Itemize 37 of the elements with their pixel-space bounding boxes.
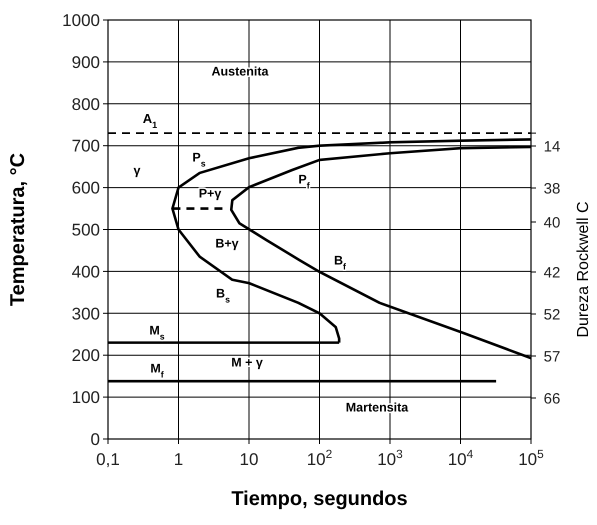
annotation: B+γ — [215, 236, 239, 250]
annotation: B$_{f}$ — [334, 253, 346, 272]
annotation: M$_{f}$ — [150, 361, 164, 380]
x-tick-label: 1 — [174, 450, 184, 469]
text: 57 — [544, 348, 560, 366]
x-tick-label: 10$^{2}$ — [306, 447, 333, 469]
y-tick-label: 600 — [72, 178, 100, 198]
text: 52 — [544, 306, 560, 324]
y-tick-label: 300 — [72, 304, 100, 324]
x-axis-title: Tiempo, segundos — [231, 488, 408, 510]
y-tick-label: 400 — [72, 262, 100, 282]
y2-axis-title: Dureza Rockwell C — [575, 201, 592, 338]
annotation: P+γ — [198, 186, 222, 200]
text: 42 — [544, 264, 560, 282]
ref-line-label: A$_{1}$ — [142, 111, 158, 130]
text: 14 — [544, 138, 560, 156]
y-tick-label: 800 — [72, 94, 100, 114]
y-tick-label: 0 — [90, 430, 100, 449]
text: 66 — [544, 390, 560, 408]
y-axis-title: Temperatura, °C — [7, 152, 29, 306]
y-tick-label: 700 — [72, 136, 100, 156]
x-tick-label: 10$^{5}$ — [518, 447, 544, 469]
y-tick-label: 200 — [72, 346, 100, 366]
x-tick-label: 0,1 — [96, 450, 120, 469]
annotation: γ — [134, 163, 141, 178]
x-tick-label: 10$^{3}$ — [377, 447, 404, 469]
y-tick-label: 500 — [72, 220, 100, 240]
y-tick-label: 1000 — [62, 10, 100, 30]
annotation: B$_{s}$ — [216, 286, 230, 304]
x-tick-label: 10 — [240, 450, 258, 469]
annotation: P$_{s}$ — [192, 150, 206, 168]
y-tick-label: 100 — [72, 388, 100, 408]
y-tick-label: 900 — [72, 52, 100, 72]
text: 40 — [544, 214, 560, 232]
text: 38 — [544, 180, 560, 198]
x-tick-label: 10$^{4}$ — [448, 447, 474, 469]
annotation: M$_{s}$ — [149, 323, 165, 342]
